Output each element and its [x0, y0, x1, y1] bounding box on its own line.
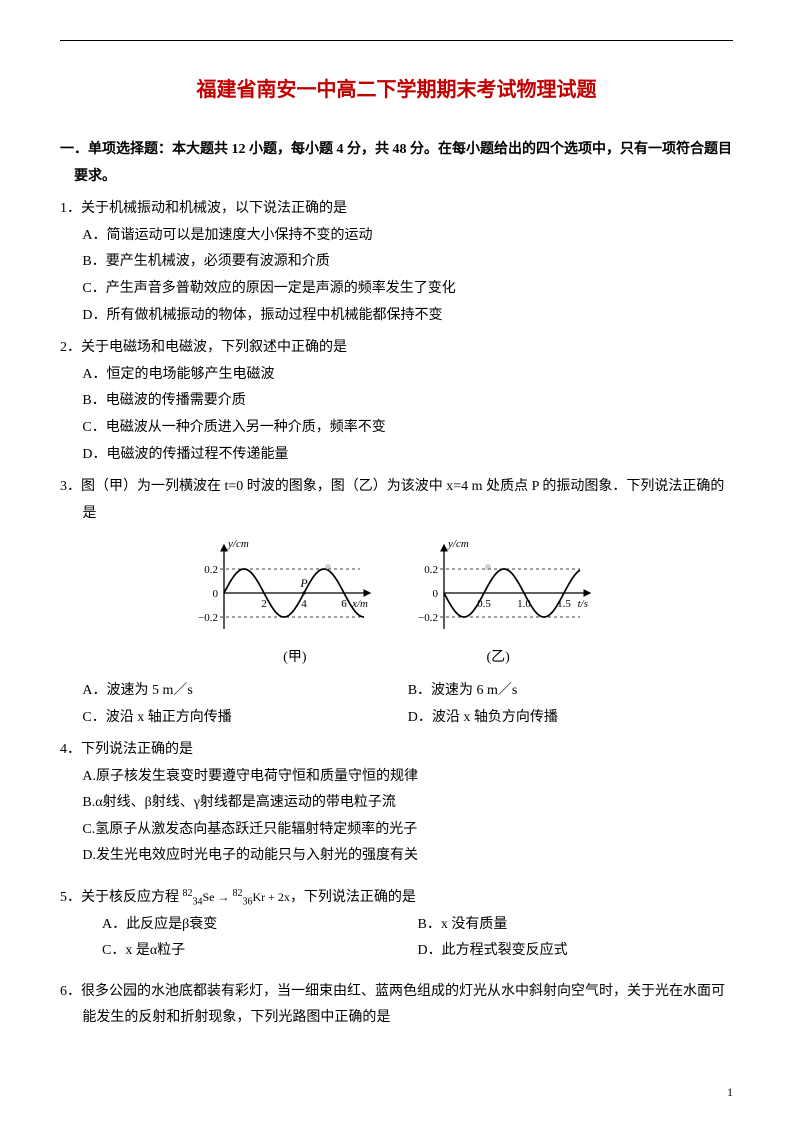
q5-stem-prefix: 5．关于核反应方程 — [60, 890, 183, 905]
svg-text:2: 2 — [261, 598, 267, 610]
q5-opt-a: A．此反应是β衰变 — [102, 912, 418, 939]
q5-opt-b: B．x 没有质量 — [418, 912, 734, 939]
question-2: 2．关于电磁场和电磁波，下列叙述中正确的是 A．恒定的电场能够产生电磁波 B．电… — [60, 335, 733, 468]
top-rule — [60, 40, 733, 41]
q2-opt-a: A．恒定的电场能够产生电磁波 — [60, 362, 733, 389]
q3-fig-jia-label: (甲) — [283, 645, 306, 672]
q5-opt-c: C．x 是α粒子 — [102, 938, 418, 965]
svg-text:−0.2: −0.2 — [198, 612, 218, 624]
q1-opt-c: C．产生声音多普勒效应的原因一定是声源的频率发生了变化 — [60, 276, 733, 303]
question-3: 3．图（甲）为一列横波在 t=0 时波的图象，图（乙）为该波中 x=4 m 处质… — [60, 474, 733, 731]
q4-opt-a: A.原子核发生衰变时要遵守电荷守恒和质量守恒的规律 — [60, 764, 733, 791]
svg-text:t/s: t/s — [577, 598, 587, 610]
svg-text:4: 4 — [301, 598, 307, 610]
svg-text:y/cm: y/cm — [447, 538, 469, 550]
q6-stem: 6．很多公园的水池底都装有彩灯，当一细束由红、蓝两色组成的灯光从水中斜射向空气时… — [60, 979, 733, 1032]
svg-text:6: 6 — [341, 598, 347, 610]
svg-text:1.5: 1.5 — [557, 598, 571, 610]
svg-text:0: 0 — [432, 588, 438, 600]
q3-fig-yi-label: (乙) — [487, 645, 510, 672]
q3-opt-d: D．波沿 x 轴负方向传播 — [408, 705, 733, 732]
q3-opt-c: C．波沿 x 轴正方向传播 — [82, 705, 407, 732]
question-1: 1．关于机械振动和机械波，以下说法正确的是 A．简谐运动可以是加速度大小保持不变… — [60, 196, 733, 329]
q1-opt-a: A．简谐运动可以是加速度大小保持不变的运动 — [60, 223, 733, 250]
q2-opt-c: C．电磁波从一种介质进入另一种介质，频率不变 — [60, 415, 733, 442]
q5-equation: 8234Se → 8236Kr + 2x — [183, 890, 290, 904]
question-4: 4．下列说法正确的是 A.原子核发生衰变时要遵守电荷守恒和质量守恒的规律 B.α… — [60, 737, 733, 870]
svg-text:0.2: 0.2 — [424, 564, 438, 576]
q3-figure-yi: 0.20−0.2y/cmt/s0.51.01.5 — [412, 533, 602, 643]
question-5: 5．关于核反应方程 8234Se → 8236Kr + 2x，下列说法正确的是 … — [60, 884, 733, 965]
q4-opt-b: B.α射线、β射线、γ射线都是高速运动的带电粒子流 — [60, 790, 733, 817]
question-6: 6．很多公园的水池底都装有彩灯，当一细束由红、蓝两色组成的灯光从水中斜射向空气时… — [60, 979, 733, 1032]
q1-opt-b: B．要产生机械波，必须要有波源和介质 — [60, 249, 733, 276]
q4-stem: 4．下列说法正确的是 — [60, 737, 733, 764]
exam-title-text: 福建省南安一中高二下学期期末考试物理试题 — [197, 79, 597, 101]
q5-opts-row2: C．x 是α粒子 D．此方程式裂变反应式 — [60, 938, 733, 965]
q2-opt-d: D．电磁波的传播过程不传递能量 — [60, 442, 733, 469]
q5-opts-row1: A．此反应是β衰变 B．x 没有质量 — [60, 912, 733, 939]
q5-opt-d: D．此方程式裂变反应式 — [418, 938, 734, 965]
svg-text:0.5: 0.5 — [477, 598, 491, 610]
q4-opt-d: D.发生光电效应时光电子的动能只与入射光的强度有关 — [60, 843, 733, 870]
q4-opt-c: C.氢原子从激发态向基态跃迁只能辐射特定频率的光子 — [60, 817, 733, 844]
page-number: 1 — [727, 1081, 733, 1104]
svg-text:y/cm: y/cm — [227, 538, 249, 550]
svg-text:P: P — [299, 576, 308, 590]
svg-text:0.2: 0.2 — [204, 564, 218, 576]
svg-text:−0.2: −0.2 — [418, 612, 438, 624]
q3-figures: 0.20−0.2y/cmx/m246P 0.20−0.2y/cmt/s0.51.… — [60, 533, 733, 643]
svg-text:0: 0 — [212, 588, 218, 600]
q3-figure-labels: (甲) (乙) — [60, 645, 733, 672]
q3-opt-b: B．波速为 6 m／s — [408, 678, 733, 705]
exam-title: 福建省南安一中高二下学期期末考试物理试题 — [60, 71, 733, 109]
q3-figure-jia: 0.20−0.2y/cmx/m246P — [192, 533, 382, 643]
q5-stem: 5．关于核反应方程 8234Se → 8236Kr + 2x，下列说法正确的是 — [60, 884, 733, 912]
section1-heading: 一．单项选择题：本大题共 12 小题，每小题 4 分，共 48 分。在每小题给出… — [74, 137, 733, 190]
q3-opts-row2: C．波沿 x 轴正方向传播 D．波沿 x 轴负方向传播 — [60, 705, 733, 732]
q3-opt-a: A．波速为 5 m／s — [82, 678, 407, 705]
q1-stem: 1．关于机械振动和机械波，以下说法正确的是 — [60, 196, 733, 223]
q3-stem: 3．图（甲）为一列横波在 t=0 时波的图象，图（乙）为该波中 x=4 m 处质… — [60, 474, 733, 527]
q1-opt-d: D．所有做机械振动的物体，振动过程中机械能都保持不变 — [60, 303, 733, 330]
q2-opt-b: B．电磁波的传播需要介质 — [60, 388, 733, 415]
q3-opts-row1: A．波速为 5 m／s B．波速为 6 m／s — [60, 678, 733, 705]
q2-stem: 2．关于电磁场和电磁波，下列叙述中正确的是 — [60, 335, 733, 362]
q5-stem-suffix: ，下列说法正确的是 — [290, 890, 416, 905]
